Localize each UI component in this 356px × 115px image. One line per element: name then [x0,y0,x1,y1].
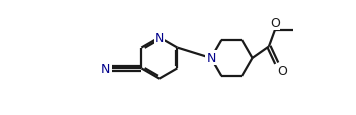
Text: N: N [155,31,164,44]
Text: O: O [270,17,280,30]
Text: O: O [277,64,287,77]
Text: N: N [100,62,110,75]
Text: N: N [206,52,216,65]
